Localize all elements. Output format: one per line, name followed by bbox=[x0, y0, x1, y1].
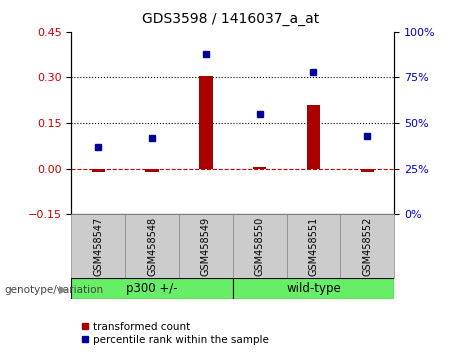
Text: GSM458552: GSM458552 bbox=[362, 216, 372, 276]
Text: GSM458549: GSM458549 bbox=[201, 216, 211, 276]
Bar bbox=[361, 169, 374, 172]
Bar bbox=[287, 214, 340, 278]
Text: GSM458548: GSM458548 bbox=[147, 216, 157, 276]
Bar bbox=[125, 214, 179, 278]
Bar bbox=[233, 214, 287, 278]
Bar bbox=[253, 167, 266, 169]
Bar bbox=[71, 278, 233, 299]
Bar bbox=[199, 76, 213, 169]
Bar bbox=[307, 105, 320, 169]
Text: GSM458550: GSM458550 bbox=[254, 216, 265, 276]
Text: GSM458551: GSM458551 bbox=[308, 216, 319, 276]
Legend: transformed count, percentile rank within the sample: transformed count, percentile rank withi… bbox=[77, 317, 273, 349]
Bar bbox=[179, 214, 233, 278]
Text: ▶: ▶ bbox=[59, 285, 68, 295]
Bar bbox=[71, 214, 125, 278]
Bar bbox=[340, 214, 394, 278]
Text: GDS3598 / 1416037_a_at: GDS3598 / 1416037_a_at bbox=[142, 12, 319, 27]
Text: wild-type: wild-type bbox=[286, 282, 341, 295]
Text: GSM458547: GSM458547 bbox=[93, 216, 103, 276]
Bar bbox=[92, 169, 105, 172]
Text: p300 +/-: p300 +/- bbox=[126, 282, 178, 295]
Text: genotype/variation: genotype/variation bbox=[5, 285, 104, 295]
Bar bbox=[145, 169, 159, 172]
Bar bbox=[233, 278, 394, 299]
